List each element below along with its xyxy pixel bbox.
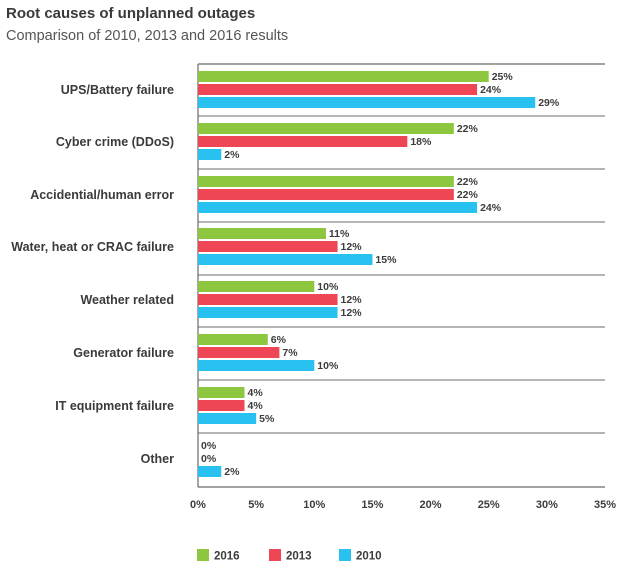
x-tick-label: 5%: [248, 499, 264, 511]
x-tick-label: 25%: [478, 499, 500, 511]
category-label: Water, heat or CRAC failure: [11, 240, 174, 254]
data-label: 6%: [271, 334, 287, 346]
data-label: 12%: [341, 241, 363, 253]
data-label: 2%: [224, 149, 240, 161]
data-label: 22%: [457, 189, 479, 201]
category-label: IT equipment failure: [55, 399, 174, 413]
category-label: Accidential/human error: [30, 188, 174, 202]
legend-label: 2010: [356, 551, 382, 563]
bar-2016: [198, 176, 454, 187]
data-label: 12%: [341, 307, 363, 319]
legend-swatch-2010: [339, 549, 351, 561]
x-tick-label: 20%: [420, 499, 442, 511]
category-label: Other: [141, 452, 174, 466]
bar-2010: [198, 202, 478, 213]
bar-2013: [198, 189, 454, 200]
bar-2016: [198, 281, 315, 292]
data-label: 12%: [341, 294, 363, 306]
data-label: 2%: [224, 466, 240, 478]
data-label: 18%: [410, 136, 432, 148]
bar-2016: [198, 387, 245, 398]
legend-label: 2013: [286, 551, 312, 563]
bar-2010: [198, 307, 338, 318]
category-label: UPS/Battery failure: [61, 83, 174, 97]
data-label: 4%: [248, 400, 264, 412]
bar-2016: [198, 123, 454, 134]
bar-2016: [198, 228, 326, 239]
bar-2010: [198, 149, 222, 160]
x-tick-label: 15%: [361, 499, 383, 511]
bar-2010: [198, 97, 536, 108]
bar-2016: [198, 71, 489, 82]
x-tick-label: 30%: [536, 499, 558, 511]
data-label: 0%: [201, 440, 217, 452]
bar-2010: [198, 360, 315, 371]
data-label: 0%: [201, 453, 217, 465]
data-label: 29%: [538, 97, 560, 109]
bar-2013: [198, 136, 408, 147]
bar-2010: [198, 466, 222, 477]
x-tick-label: 10%: [303, 499, 325, 511]
data-label: 10%: [317, 281, 339, 293]
bar-2013: [198, 294, 338, 305]
data-label: 15%: [375, 254, 397, 266]
chart-subtitle: Comparison of 2010, 2013 and 2016 result…: [6, 28, 289, 44]
x-tick-label: 0%: [190, 499, 206, 511]
x-tick-label: 35%: [594, 499, 616, 511]
chart-title: Root causes of unplanned outages: [6, 5, 256, 22]
bar-2010: [198, 254, 373, 265]
data-label: 5%: [259, 413, 275, 425]
data-label: 22%: [457, 176, 479, 188]
bar-2013: [198, 400, 245, 411]
data-label: 4%: [248, 387, 264, 399]
bar-2013: [198, 241, 338, 252]
bar-2013: [198, 84, 478, 95]
category-label: Generator failure: [73, 346, 174, 360]
category-label: Weather related: [80, 293, 174, 307]
bar-2010: [198, 413, 257, 424]
bar-2013: [198, 347, 280, 358]
legend-swatch-2016: [197, 549, 209, 561]
data-label: 7%: [282, 347, 298, 359]
data-label: 24%: [480, 202, 502, 214]
category-label: Cyber crime (DDoS): [56, 135, 174, 149]
data-label: 25%: [492, 71, 514, 83]
data-label: 22%: [457, 123, 479, 135]
legend-label: 2016: [214, 551, 240, 563]
data-label: 24%: [480, 84, 502, 96]
bar-2016: [198, 334, 268, 345]
data-label: 10%: [317, 360, 339, 372]
data-label: 11%: [329, 228, 350, 240]
legend-swatch-2013: [269, 549, 281, 561]
